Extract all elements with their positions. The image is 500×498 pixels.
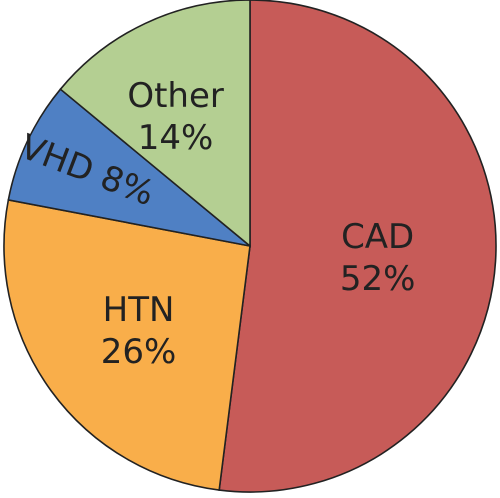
pie-slice-other xyxy=(59,0,251,248)
pie-slice-cad xyxy=(218,0,497,493)
pie-label-cad: CAD 52% xyxy=(340,217,416,299)
pie-label-other: Other 14% xyxy=(127,76,224,158)
pie-slices xyxy=(3,0,497,493)
pie-slice-htn xyxy=(3,198,251,491)
pie-label-htn: HTN 26% xyxy=(101,290,177,372)
pie-slice-vhd xyxy=(7,88,251,247)
